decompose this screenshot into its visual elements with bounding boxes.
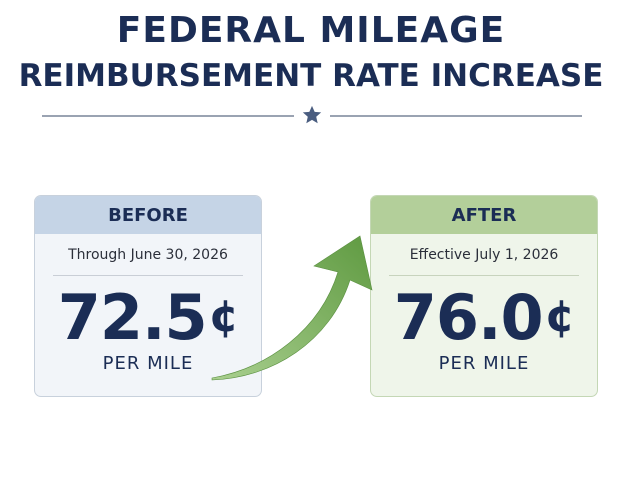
after-date: Effective July 1, 2026 <box>409 247 559 263</box>
title-line-2: REIMBURSEMENT RATE INCREASE <box>18 58 604 94</box>
divider-left <box>42 115 294 117</box>
after-unit: PER MILE <box>438 353 530 374</box>
after-separator <box>389 275 579 276</box>
divider-right <box>330 115 582 117</box>
before-rate-value: 72.5 <box>57 281 208 354</box>
after-rate: 76.0¢ <box>371 284 597 351</box>
after-rate-value: 76.0 <box>393 281 544 354</box>
after-card: AFTER Effective July 1, 2026 76.0¢ PER M… <box>370 195 598 397</box>
before-rate: 72.5¢ <box>35 284 261 351</box>
after-label: AFTER <box>371 196 597 234</box>
after-cents-symbol: ¢ <box>544 291 576 342</box>
before-unit: PER MILE <box>102 353 194 374</box>
title-line-1: FEDERAL MILEAGE <box>116 10 506 51</box>
before-date: Through June 30, 2026 <box>68 247 228 263</box>
before-separator <box>53 275 243 276</box>
star-icon <box>302 105 322 124</box>
before-card: BEFORE Through June 30, 2026 72.5¢ PER M… <box>34 195 262 397</box>
before-label: BEFORE <box>35 196 261 234</box>
before-cents-symbol: ¢ <box>208 291 240 342</box>
